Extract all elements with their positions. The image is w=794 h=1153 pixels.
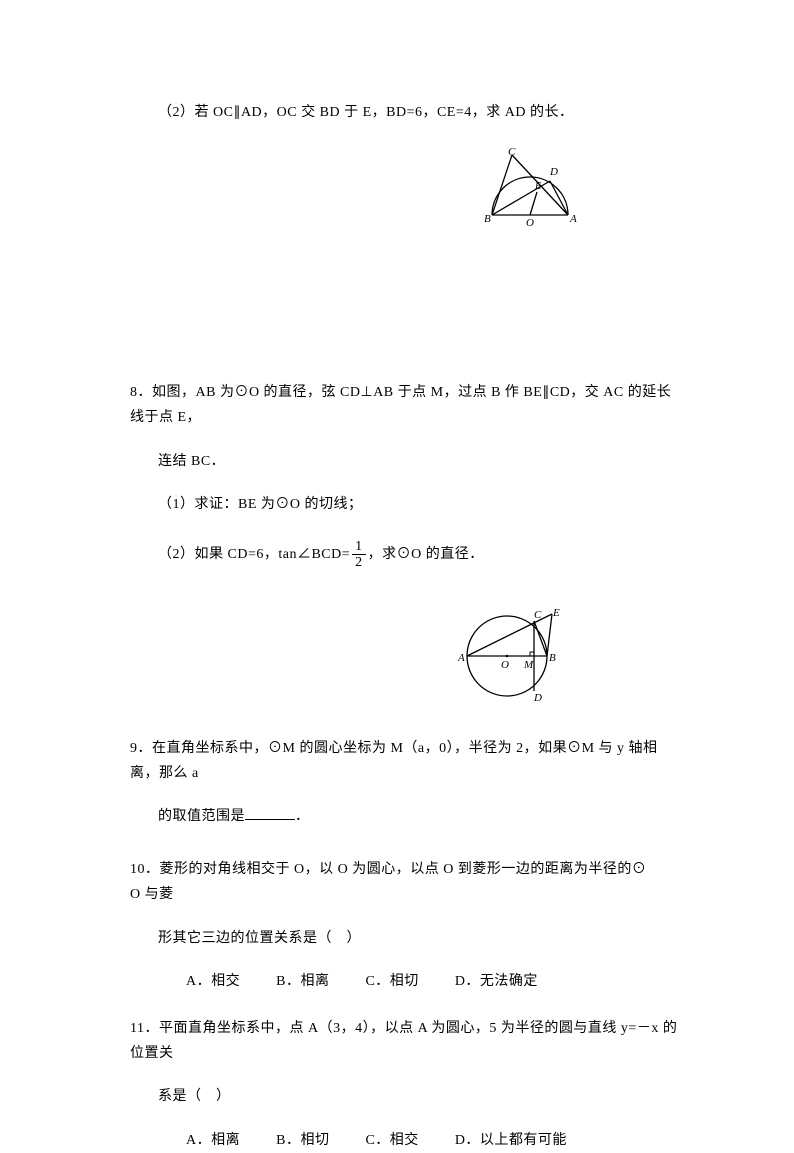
problem-10-stem-l1: 菱形的对角线相交于 O，以 O 为圆心，以点 O 到菱形一边的距离为半径的⊙ O… bbox=[130, 862, 675, 902]
problem-8-number: 8． bbox=[130, 385, 152, 400]
fig2-label-b: B bbox=[549, 652, 556, 664]
fig1-label-e: E bbox=[534, 181, 541, 192]
fig1-label-c: C bbox=[508, 146, 516, 158]
problem-7-part-2-text: （2）若 OC∥AD，OC 交 BD 于 E，BD=6，CE=4，求 AD 的长… bbox=[158, 105, 573, 120]
problem-9-number: 9． bbox=[130, 741, 152, 756]
problem-8-stem-l2: 连结 BC． bbox=[130, 449, 684, 474]
problem-8-part-1: （1）求证：BE 为⊙O 的切线； bbox=[130, 492, 684, 517]
fig2-label-o: O bbox=[501, 659, 509, 671]
figure-1-svg: C D E B O A bbox=[482, 145, 592, 230]
option-11-d: D．以上都有可能 bbox=[455, 1128, 567, 1153]
fig2-label-e: E bbox=[552, 607, 560, 619]
fig2-label-m: M bbox=[523, 659, 534, 671]
fig2-label-c: C bbox=[534, 609, 542, 621]
problem-7-part-2: （2）若 OC∥AD，OC 交 BD 于 E，BD=6，CE=4，求 AD 的长… bbox=[130, 100, 684, 125]
figure-2-svg: A O M B C E D bbox=[452, 601, 582, 706]
problem-11-stem-l1: 平面直角坐标系中，点 A（3，4），以点 A 为圆心，5 为半径的圆与直线 y=… bbox=[130, 1021, 677, 1061]
fig1-label-d: D bbox=[549, 166, 558, 178]
problem-10-stem-l2: 形其它三边的位置关系是（ ） bbox=[130, 926, 684, 951]
problem-11-stem-l2: 系是（ ） bbox=[130, 1084, 684, 1109]
problem-8-part-2-suffix: ，求⊙O 的直径． bbox=[368, 547, 484, 562]
fraction-half: 12 bbox=[352, 539, 366, 571]
figure-2-container: A O M B C E D bbox=[350, 601, 684, 706]
fig1-label-a: A bbox=[569, 213, 577, 225]
problem-9-stem: 9．在直角坐标系中，⊙M 的圆心坐标为 M（a，0），半径为 2，如果⊙M 与 … bbox=[130, 736, 684, 786]
problem-10-options: A．相交 B．相离 C．相切 D．无法确定 bbox=[130, 969, 684, 994]
problem-11-number: 11． bbox=[130, 1021, 159, 1036]
problem-11-stem: 11．平面直角坐标系中，点 A（3，4），以点 A 为圆心，5 为半径的圆与直线… bbox=[130, 1016, 684, 1066]
option-11-b: B．相切 bbox=[276, 1128, 329, 1153]
option-10-a: A．相交 bbox=[186, 969, 240, 994]
fig1-label-b: B bbox=[484, 213, 491, 225]
problem-8-part-2-prefix: （2）如果 CD=6，tan∠BCD= bbox=[158, 547, 350, 562]
option-11-a: A．相离 bbox=[186, 1128, 240, 1153]
figure-1-container: C D E B O A bbox=[390, 145, 684, 230]
option-11-c: C．相交 bbox=[365, 1128, 418, 1153]
blank-fill bbox=[245, 806, 295, 820]
problem-8-stem: 8．如图，AB 为⊙O 的直径，弦 CD⊥AB 于点 M，过点 B 作 BE∥C… bbox=[130, 380, 684, 430]
problem-9-stem-l2: 的取值范围是． bbox=[130, 804, 684, 829]
fig2-label-d: D bbox=[533, 692, 542, 704]
problem-9-stem-l1: 在直角坐标系中，⊙M 的圆心坐标为 M（a，0），半径为 2，如果⊙M 与 y … bbox=[130, 741, 658, 781]
fig2-label-a: A bbox=[457, 652, 465, 664]
option-10-d: D．无法确定 bbox=[455, 969, 538, 994]
option-10-b: B．相离 bbox=[276, 969, 329, 994]
problem-10-stem: 10．菱形的对角线相交于 O，以 O 为圆心，以点 O 到菱形一边的距离为半径的… bbox=[130, 857, 684, 907]
problem-11-options: A．相离 B．相切 C．相交 D．以上都有可能 bbox=[130, 1128, 684, 1153]
fig1-label-o: O bbox=[526, 217, 534, 229]
option-10-c: C．相切 bbox=[365, 969, 418, 994]
problem-8-stem-l1: 如图，AB 为⊙O 的直径，弦 CD⊥AB 于点 M，过点 B 作 BE∥CD，… bbox=[130, 385, 671, 425]
spacer bbox=[130, 260, 684, 380]
problem-10-number: 10． bbox=[130, 862, 160, 877]
problem-8-part-2: （2）如果 CD=6，tan∠BCD=12，求⊙O 的直径． bbox=[130, 539, 684, 571]
